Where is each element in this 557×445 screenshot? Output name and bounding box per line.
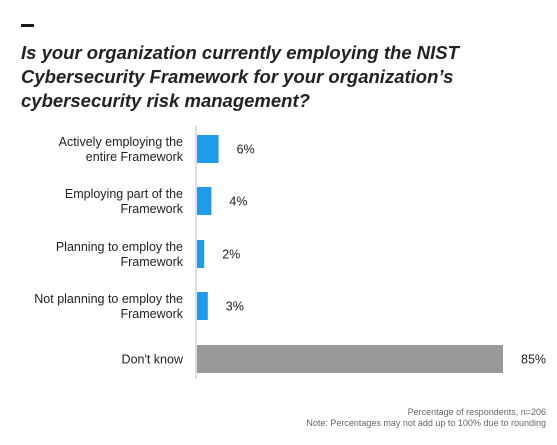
title-accent-dash xyxy=(21,24,34,27)
chart-footnote: Percentage of respondents, n=206 Note: P… xyxy=(306,407,546,429)
bar-value-label: 85% xyxy=(521,353,546,367)
bar-value-label: 4% xyxy=(229,195,247,209)
category-label: Don't know xyxy=(122,353,184,367)
bar xyxy=(197,187,212,215)
bar xyxy=(197,292,208,320)
footnote-respondents: Percentage of respondents, n=206 xyxy=(407,407,546,417)
category-label: Not planning to employ the Framework xyxy=(34,292,183,321)
category-label: Actively employing the entire Framework xyxy=(59,135,184,164)
bar-value-label: 6% xyxy=(237,143,255,157)
category-label: Planning to employ the Framework xyxy=(56,240,184,269)
bar-chart: 6% Actively employing the entire Framework… xyxy=(34,126,546,379)
bar xyxy=(197,135,219,163)
chart-title: Is your organization currently employing… xyxy=(21,42,459,111)
bar xyxy=(197,345,503,373)
bar-value-label: 3% xyxy=(226,300,244,314)
bar xyxy=(197,240,205,268)
category-label: Employing part of the Framework xyxy=(65,187,184,216)
bar-value-label: 2% xyxy=(222,248,240,262)
footnote-rounding-note: Note: Percentages may not add up to 100%… xyxy=(306,418,546,428)
